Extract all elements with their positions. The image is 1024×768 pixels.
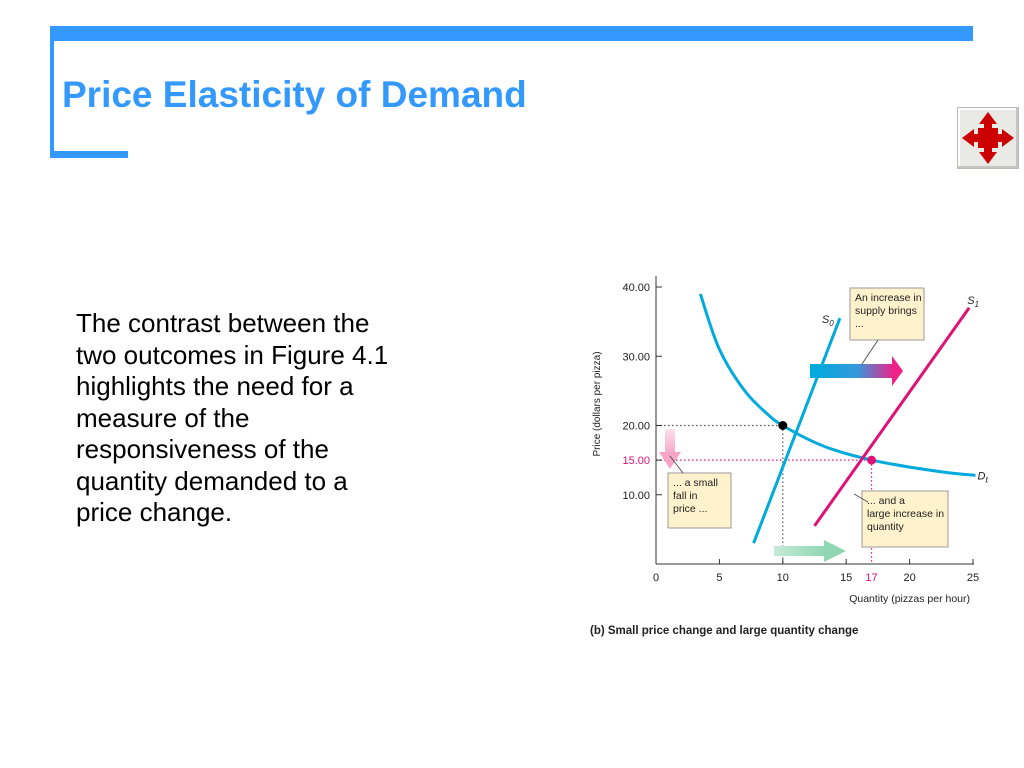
supply-curve-s1	[813, 306, 971, 527]
y-tick-label: 15.00	[622, 455, 650, 467]
y-tick-label: 30.00	[622, 351, 650, 363]
x-axis-title: Quantity (pizzas per hour)	[849, 593, 970, 605]
frame-left-bar	[50, 26, 54, 158]
x-tick-label: 5	[716, 572, 722, 584]
x-tick-label: 0	[653, 572, 659, 584]
x-tick-label: 10	[777, 572, 789, 584]
frame-title-underline	[50, 151, 128, 158]
demand-db-label: Db	[978, 470, 988, 484]
x-tick-label: 17	[865, 572, 877, 584]
slide-title: Price Elasticity of Demand	[62, 74, 527, 115]
callout-supply-increase: An increase in supply brings...	[849, 287, 925, 365]
supply-s0-label: S0	[822, 314, 834, 328]
y-axis-title: Price (dollars per pizza)	[592, 351, 603, 456]
chart-caption: (b) Small price change and large quantit…	[590, 625, 858, 637]
callout-small-price-fall: ... a small fall in price ...	[667, 455, 732, 529]
quantity-increase-arrow	[774, 540, 846, 562]
supply-s1-label: S1	[967, 295, 979, 309]
supply-shift-arrow	[810, 356, 903, 386]
equilibrium-point	[778, 421, 788, 430]
x-tick-label: 20	[903, 572, 915, 584]
demand-curve-db	[698, 293, 976, 477]
x-tick-label: 25	[967, 572, 979, 584]
supply-curve-s0	[752, 317, 842, 544]
four-way-arrow-icon	[962, 112, 1014, 164]
guide-lines	[656, 424, 873, 564]
callout-large-quantity-increase: ... and a large increase in quantity	[853, 490, 949, 548]
price-fall-arrow	[659, 429, 681, 469]
x-tick-label: 15	[840, 572, 852, 584]
y-tick-label: 10.00	[622, 490, 650, 502]
slide-body-text: The contrast between the two outcomes in…	[76, 308, 389, 527]
elasticity-chart: 10.00 15.00 20.00 30.00 40.00 0 5 10 15 17 20 25 S0…	[590, 276, 988, 637]
y-tick-label: 20.00	[622, 421, 650, 433]
frame-top-bar	[50, 26, 973, 41]
equilibrium-point	[867, 455, 877, 465]
navigation-button[interactable]	[957, 107, 1019, 169]
y-tick-label: 40.00	[622, 282, 650, 294]
